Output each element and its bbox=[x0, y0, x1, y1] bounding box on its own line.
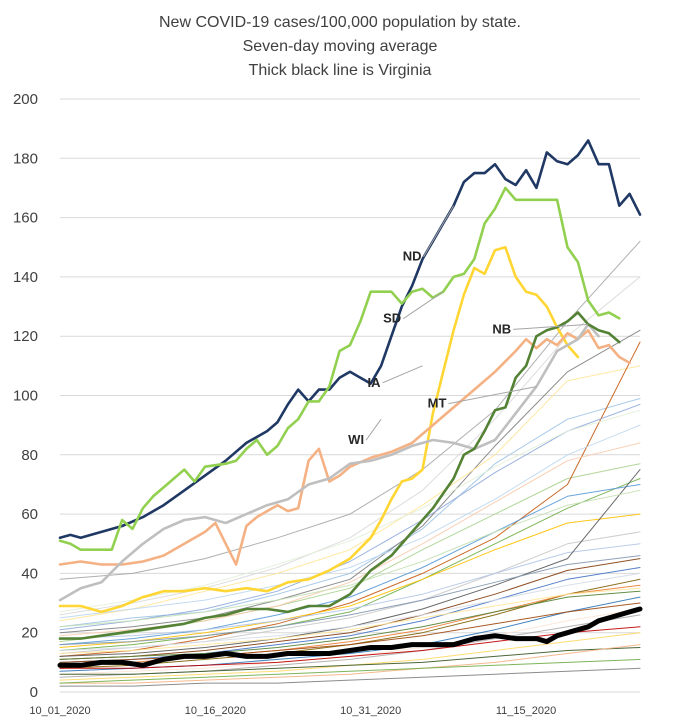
background-series-line bbox=[59, 555, 641, 646]
y-tick-label: 100 bbox=[13, 388, 38, 405]
series-label: IA bbox=[368, 375, 382, 390]
background-series-line bbox=[59, 484, 641, 646]
background-series-line bbox=[59, 489, 641, 628]
series-label: WI bbox=[348, 432, 364, 447]
y-tick-label: 40 bbox=[21, 565, 38, 582]
y-tick-label: 60 bbox=[21, 506, 38, 523]
background-series-line bbox=[59, 409, 641, 613]
series-label: NB bbox=[492, 321, 511, 336]
background-series-line bbox=[59, 478, 641, 651]
y-tick-label: 160 bbox=[13, 210, 38, 227]
background-series-line bbox=[59, 644, 641, 684]
x-tick-label: 10_31_2020 bbox=[340, 705, 401, 717]
background-series-line bbox=[59, 587, 641, 654]
background-series-line bbox=[59, 240, 641, 580]
background-series-line bbox=[59, 647, 641, 675]
series-line-ia bbox=[58, 246, 580, 614]
annotation-leader-line bbox=[448, 386, 537, 405]
x-axis-ticks: 10_01_2020 10_16_2020 10_31_2020 11_15_2020 bbox=[29, 705, 556, 717]
annotation-leader-line bbox=[513, 323, 589, 330]
chart-title-line-2: Seven-day moving average bbox=[243, 38, 438, 55]
background-series-line bbox=[59, 365, 641, 622]
background-series-line bbox=[59, 513, 641, 648]
annotation-leader-line bbox=[402, 291, 444, 320]
background-series bbox=[59, 240, 641, 687]
background-series-line bbox=[59, 602, 641, 663]
series-line-mt bbox=[58, 323, 600, 602]
background-series-line bbox=[59, 398, 641, 628]
y-tick-label: 0 bbox=[30, 684, 38, 701]
background-series-line bbox=[59, 403, 641, 631]
series-line-sd bbox=[58, 186, 621, 551]
annotation-leader-line bbox=[382, 365, 423, 384]
y-tick-label: 20 bbox=[21, 625, 38, 642]
series-label: MT bbox=[428, 396, 447, 411]
background-series-line bbox=[59, 572, 641, 651]
y-tick-label: 140 bbox=[13, 269, 38, 286]
annotation-leader-line bbox=[423, 205, 455, 257]
x-tick-label: 10_16_2020 bbox=[185, 705, 246, 717]
gridlines bbox=[60, 98, 640, 693]
background-series-line bbox=[59, 543, 641, 640]
background-series-line bbox=[59, 626, 641, 669]
x-tick-label: 11_15_2020 bbox=[496, 705, 556, 717]
background-series-line bbox=[59, 276, 641, 616]
y-tick-label: 120 bbox=[13, 328, 38, 345]
series-line-nd bbox=[58, 139, 642, 540]
background-series-line bbox=[59, 329, 641, 634]
chart-title-line-3: Thick black line is Virginia bbox=[249, 62, 432, 79]
y-axis-ticks: 0 20 40 60 80 100 120 140 160 180 200 bbox=[13, 91, 38, 701]
chart-title: New COVID-19 cases/100,000 population by… bbox=[159, 14, 521, 79]
y-tick-label: 180 bbox=[13, 150, 38, 167]
series-annotations: ND SD NB IA MT WI bbox=[348, 205, 589, 447]
background-series-line bbox=[59, 590, 641, 660]
background-series-line bbox=[59, 567, 641, 663]
series-label: SD bbox=[383, 311, 401, 326]
y-tick-label: 200 bbox=[13, 91, 38, 108]
annotation-leader-line bbox=[365, 418, 382, 441]
x-tick-label: 10_01_2020 bbox=[29, 705, 90, 717]
background-series-line bbox=[59, 341, 641, 657]
background-series-line bbox=[59, 658, 641, 684]
background-series-line bbox=[59, 424, 641, 619]
series-line-wi bbox=[58, 329, 631, 566]
chart-title-line-1: New COVID-19 cases/100,000 population by… bbox=[159, 14, 521, 31]
series-line-virginia bbox=[57, 606, 643, 668]
highlight-series bbox=[57, 139, 643, 668]
background-series-line bbox=[59, 667, 641, 687]
background-series-line bbox=[59, 558, 641, 660]
series-label: ND bbox=[403, 249, 422, 264]
y-tick-label: 80 bbox=[21, 447, 38, 464]
